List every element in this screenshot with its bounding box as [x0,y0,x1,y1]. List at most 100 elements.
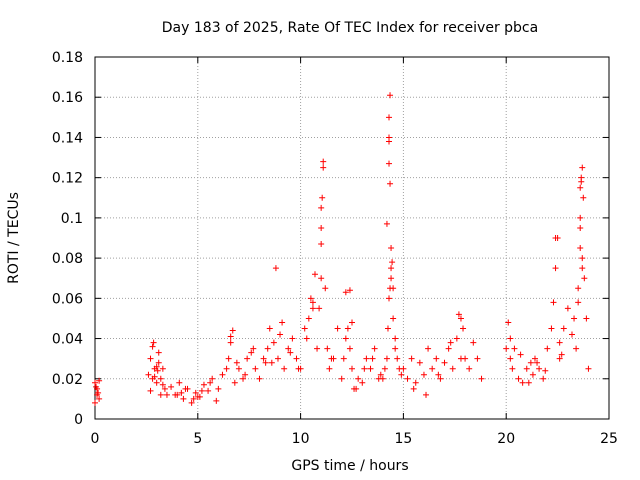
data-point [359,379,366,386]
data-point [188,399,195,406]
data-point [361,365,368,372]
data-point [462,355,469,362]
data-point [392,335,399,342]
data-point [388,245,395,252]
data-point [219,371,226,378]
data-point [460,325,467,332]
data-point [287,349,294,356]
data-point [307,295,314,302]
data-point [369,355,376,362]
data-points [92,92,592,406]
data-point [340,355,347,362]
data-point [540,375,547,382]
data-point [575,299,582,306]
data-point [338,375,345,382]
data-point [556,339,563,346]
data-point [509,365,516,372]
data-point [223,365,230,372]
data-point [301,325,308,332]
data-point [550,299,557,306]
data-point [388,275,395,282]
data-point [423,391,430,398]
data-point [96,377,103,384]
data-point [155,349,162,356]
data-point [568,331,575,338]
data-point [577,214,584,221]
data-point [309,305,316,312]
y-tick-label: 0.06 [52,291,83,307]
y-tick-label: 0.1 [61,211,83,227]
data-point [147,387,154,394]
data-point [579,164,586,171]
data-point [289,335,296,342]
data-point [231,379,238,386]
y-tick-label: 0.08 [52,251,83,267]
data-point [478,375,485,382]
data-point [207,379,214,386]
data-point [447,339,454,346]
y-axis-label: ROTI / TECUs [6,192,22,284]
data-point [270,339,277,346]
data-point [163,391,170,398]
data-point [412,379,419,386]
data-point [176,379,183,386]
data-point [429,365,436,372]
data-point [328,355,335,362]
x-tick-label: 25 [600,431,618,447]
data-point [147,355,154,362]
data-point [297,365,304,372]
data-point [383,355,390,362]
data-point [268,359,275,366]
data-point [324,345,331,352]
data-point [390,315,397,322]
data-point [505,319,512,326]
data-point [445,345,452,352]
data-point [157,391,164,398]
data-point [342,289,349,296]
data-point [386,160,393,167]
data-point [573,345,580,352]
y-tick-label: 0.12 [52,171,83,187]
data-point [262,359,269,366]
data-point [371,345,378,352]
x-tick-label: 0 [91,431,100,447]
data-point [579,255,586,262]
data-point [242,371,249,378]
data-point [558,351,565,358]
data-point [205,387,212,394]
data-point [168,383,175,390]
data-point [390,285,397,292]
data-point [552,235,559,241]
data-point [529,371,536,378]
data-point [379,375,386,382]
data-point [392,345,399,352]
data-point [320,158,327,165]
data-point [318,204,325,211]
data-point [583,315,590,322]
x-tick-label: 15 [394,431,412,447]
data-point [344,325,351,332]
data-point [240,375,247,382]
data-point [560,325,567,332]
data-point [466,365,473,372]
data-point [353,385,360,392]
y-tick-label: 0 [74,412,83,428]
grid-lines [95,57,609,419]
data-point [525,379,532,386]
data-point [389,259,396,266]
data-point [264,345,271,352]
data-point [272,265,279,272]
data-point [386,295,393,302]
data-point [178,389,185,396]
data-point [92,399,98,406]
data-point [435,371,442,378]
data-point [579,265,586,272]
data-point [577,184,584,191]
data-point [398,371,405,378]
data-point [400,365,407,372]
data-point [531,355,538,362]
data-point [161,385,168,392]
data-point [322,285,329,292]
plot-frame [94,56,610,420]
